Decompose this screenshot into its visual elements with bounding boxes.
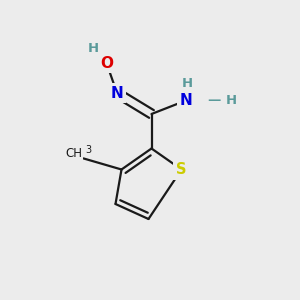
Text: N: N <box>180 93 192 108</box>
Text: S: S <box>176 162 187 177</box>
Text: H: H <box>87 42 99 55</box>
Text: — H: — H <box>208 94 237 107</box>
Text: 3: 3 <box>86 146 92 155</box>
Text: O: O <box>100 56 113 70</box>
Text: N: N <box>111 85 123 100</box>
Text: CH: CH <box>65 147 82 161</box>
Text: H: H <box>182 77 193 91</box>
